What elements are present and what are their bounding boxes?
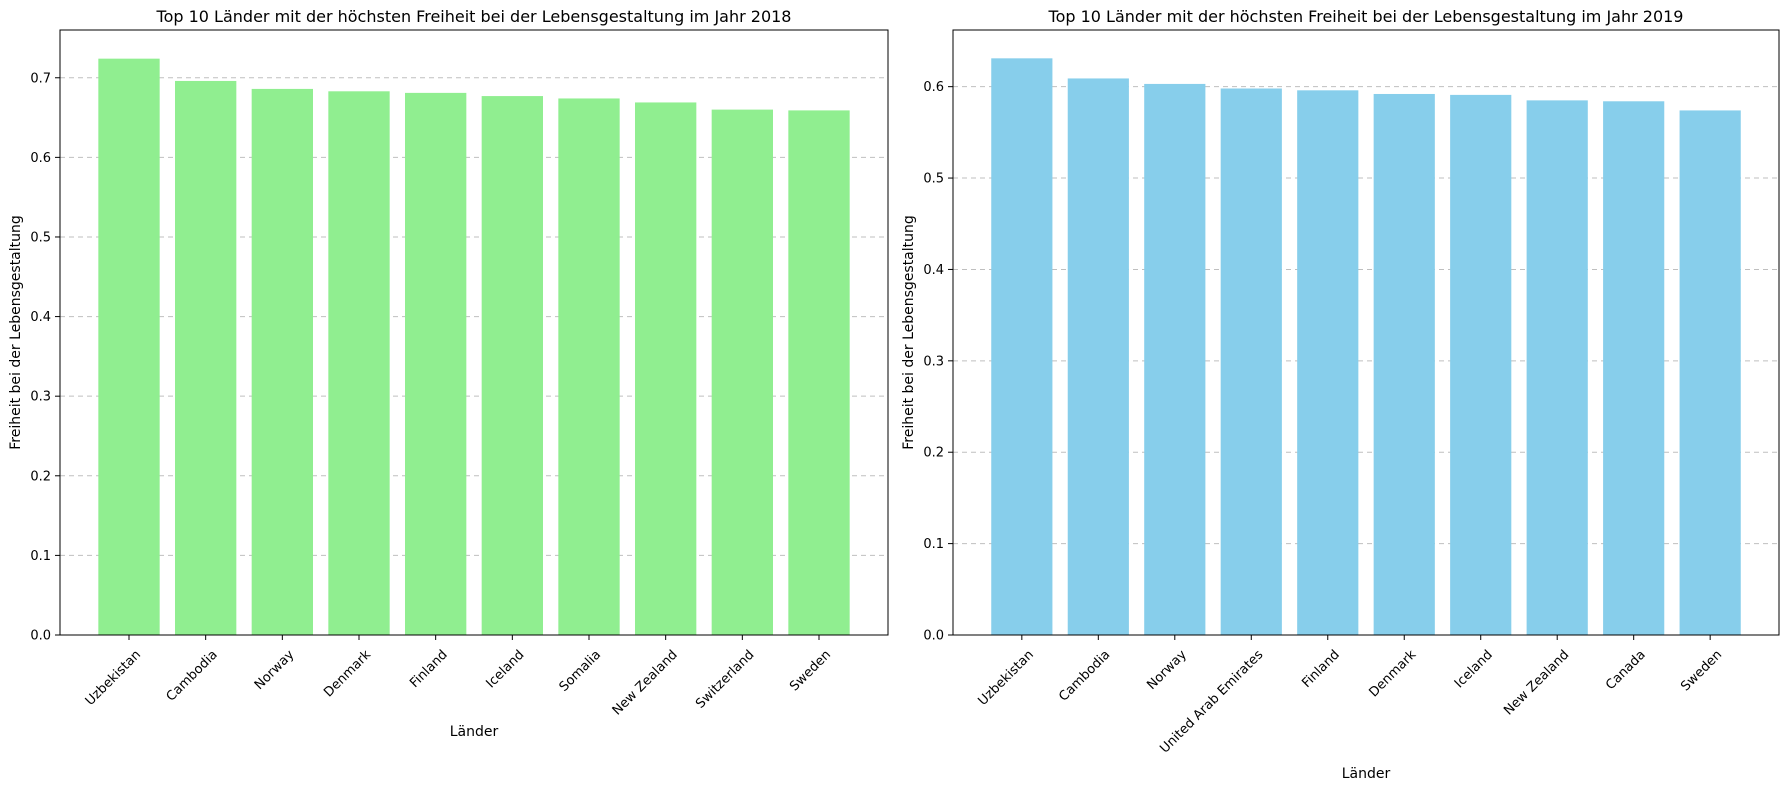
y-tick-label: 0.4 (923, 263, 944, 278)
x-tick-label: Cambodia (164, 647, 221, 704)
chart-title: Top 10 Länder mit der höchsten Freiheit … (156, 7, 792, 26)
bar-norway (1144, 83, 1206, 636)
x-tick-label: Finland (407, 647, 450, 690)
x-tick-label: Norway (252, 647, 298, 693)
bar-new-zealand (1526, 100, 1588, 635)
x-tick-label: New Zealand (1501, 647, 1572, 718)
y-tick-label: 0.1 (30, 549, 51, 564)
x-tick-label: Denmark (1366, 647, 1419, 700)
axes-frame (952, 29, 1780, 636)
y-tick-label: 0.0 (30, 629, 51, 644)
chart-0: Uzbekistan Cambodia Norway Denmark Finland Ic… (8, 7, 889, 740)
bar-sweden (788, 110, 850, 636)
bar-norway (251, 88, 313, 635)
bar-finland (1297, 90, 1359, 636)
y-tick-label: 0.2 (30, 469, 51, 484)
y-tick-label: 0.5 (30, 230, 51, 245)
y-tick-label: 0.6 (923, 80, 944, 95)
axes-frame (59, 29, 889, 636)
y-tick-label: 0.1 (923, 537, 944, 552)
bar-denmark (328, 91, 390, 636)
x-tick-label: Canada (1603, 647, 1649, 693)
x-axis-label: Länder (450, 724, 499, 740)
bar-switzerland (711, 109, 773, 635)
x-tick-label: Sweden (787, 647, 834, 694)
bar-iceland (1450, 94, 1512, 635)
y-axis-label: Freiheit bei der Lebensgestaltung (901, 215, 917, 450)
x-tick-label: Uzbekistan (83, 647, 144, 708)
bar-canada (1603, 101, 1665, 635)
bar-new-zealand (635, 102, 697, 635)
x-tick-label: Sweden (1678, 647, 1725, 694)
y-tick-label: 0.2 (923, 446, 944, 461)
y-tick-label: 0.3 (923, 354, 944, 369)
chart-title: Top 10 Länder mit der höchsten Freiheit … (1048, 7, 1684, 26)
bar-finland (405, 92, 467, 635)
bar-cambodia (1067, 78, 1129, 636)
x-tick-label: Somalia (557, 647, 604, 694)
x-tick-label: Iceland (1452, 647, 1496, 691)
bar-uzbekistan (98, 58, 160, 635)
y-tick-label: 0.0 (923, 629, 944, 644)
bar-somalia (558, 98, 620, 636)
bar-uzbekistan (991, 58, 1053, 636)
bar-iceland (481, 96, 543, 635)
bar-denmark (1373, 93, 1435, 636)
x-tick-label: Finland (1299, 647, 1342, 690)
x-tick-label: Uzbekistan (975, 647, 1036, 708)
x-tick-label: New Zealand (610, 647, 681, 718)
bar-sweden (1679, 110, 1741, 635)
x-tick-label: Cambodia (1056, 647, 1113, 704)
x-tick-label: Denmark (321, 647, 374, 700)
x-tick-label: Switzerland (693, 647, 757, 711)
y-tick-label: 0.5 (923, 172, 944, 187)
y-axis-label: Freiheit bei der Lebensgestaltung (8, 215, 24, 450)
y-tick-label: 0.3 (30, 390, 51, 405)
x-axis-label: Länder (1342, 766, 1391, 782)
y-tick-label: 0.4 (30, 310, 51, 325)
bar-cambodia (175, 80, 237, 635)
bar-united-arab-emirates (1220, 88, 1282, 635)
y-tick-label: 0.6 (30, 151, 51, 166)
x-tick-label: Norway (1144, 647, 1190, 693)
x-tick-label: Iceland (483, 647, 527, 691)
y-tick-label: 0.7 (30, 71, 51, 86)
